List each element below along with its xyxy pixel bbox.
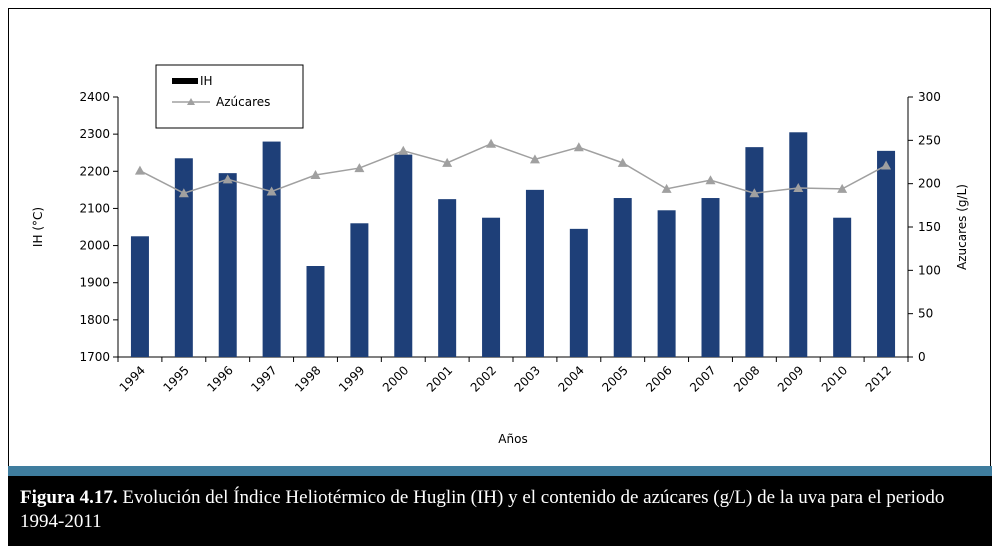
bar xyxy=(262,141,281,357)
y-tick-label: 2300 xyxy=(79,127,110,141)
bar xyxy=(438,199,457,357)
marker xyxy=(705,175,716,185)
y-tick-label: 1700 xyxy=(79,350,110,364)
y2-tick-label: 250 xyxy=(918,133,941,147)
marker xyxy=(398,145,409,155)
y-tick-label: 2000 xyxy=(79,239,110,253)
y-tick-label: 1800 xyxy=(79,313,110,327)
marker xyxy=(749,188,760,198)
marker xyxy=(442,157,453,167)
marker xyxy=(573,142,584,152)
x-axis-title: Años xyxy=(498,432,527,446)
bar xyxy=(525,189,544,357)
marker xyxy=(266,186,277,196)
bar xyxy=(174,158,193,357)
marker xyxy=(881,160,892,170)
y-tick-label: 2200 xyxy=(79,164,110,178)
marker xyxy=(529,154,540,164)
bar xyxy=(350,223,369,357)
marker xyxy=(134,165,145,175)
line xyxy=(139,142,887,195)
y2-tick-label: 0 xyxy=(918,350,926,364)
bar xyxy=(482,217,501,357)
legend-label: IH xyxy=(200,74,213,88)
bar xyxy=(569,228,588,357)
marker xyxy=(310,170,321,179)
caption-stripe xyxy=(8,466,992,476)
y-tick-label: 2100 xyxy=(79,201,110,215)
bar xyxy=(877,150,896,357)
marker xyxy=(222,174,233,184)
legend xyxy=(155,64,304,129)
marker xyxy=(793,183,804,192)
chart: IH (°C) Azucares (g/L) Años 1700 1800 1900… xyxy=(8,8,991,466)
bar xyxy=(613,198,632,357)
marker xyxy=(617,157,628,167)
legend-swatch xyxy=(172,78,198,84)
caption-text: Evolución del Índice Heliotérmico de Hug… xyxy=(20,487,945,532)
marker xyxy=(486,138,497,148)
bar xyxy=(130,236,149,357)
bar xyxy=(789,132,808,357)
y2-tick-label: 300 xyxy=(918,90,941,104)
y2-tick-label: 200 xyxy=(918,177,941,191)
bar xyxy=(218,173,237,357)
marker xyxy=(837,183,848,193)
bar xyxy=(833,217,852,357)
bar xyxy=(701,198,720,357)
bar xyxy=(306,266,325,357)
bar xyxy=(657,210,676,357)
marker xyxy=(661,183,672,193)
y2-tick-label: 50 xyxy=(918,307,933,321)
y2-axis-title: Azucares (g/L) xyxy=(955,184,969,270)
legend-marker xyxy=(187,98,195,105)
y-tick-label: 2400 xyxy=(79,90,110,104)
bar xyxy=(745,147,764,357)
y2-tick-label: 100 xyxy=(918,263,941,277)
caption: Figura 4.17. Evolución del Índice Heliot… xyxy=(8,476,992,546)
y2-tick-label: 150 xyxy=(918,220,941,234)
bar xyxy=(394,154,413,357)
caption-label: Figura 4.17. xyxy=(20,487,118,508)
legend-label: Azúcares xyxy=(216,95,270,109)
marker xyxy=(354,163,365,173)
marker xyxy=(178,188,189,198)
y-axis-title: IH (°C) xyxy=(31,207,45,247)
y-tick-label: 1900 xyxy=(79,276,110,290)
